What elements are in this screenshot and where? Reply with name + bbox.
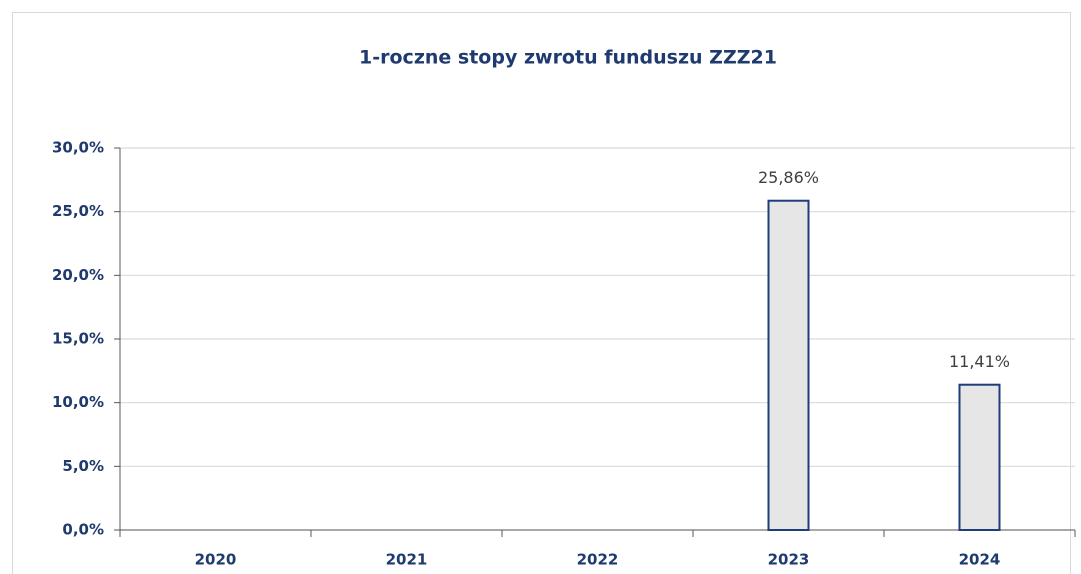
x-tick-label: 2021 (386, 551, 428, 569)
data-label: 11,41% (949, 352, 1010, 371)
x-tick-label: 2022 (577, 551, 619, 569)
bar (767, 199, 810, 531)
y-tick-label: 25,0% (52, 202, 104, 220)
y-tick-label: 0,0% (62, 521, 104, 539)
chart-title: 1-roczne stopy zwrotu funduszu ZZZ21 (359, 47, 777, 69)
y-tick-label: 10,0% (52, 393, 104, 411)
y-tick-label: 20,0% (52, 266, 104, 284)
x-tick-label: 2023 (768, 551, 810, 569)
y-tick-label: 30,0% (52, 139, 104, 157)
y-tick-label: 15,0% (52, 330, 104, 348)
x-tick-label: 2020 (195, 551, 237, 569)
chart-frame (12, 12, 1071, 574)
x-tick-label: 2024 (959, 551, 1001, 569)
bar (958, 383, 1001, 532)
y-tick-label: 5,0% (62, 457, 104, 475)
data-label: 25,86% (758, 168, 819, 187)
